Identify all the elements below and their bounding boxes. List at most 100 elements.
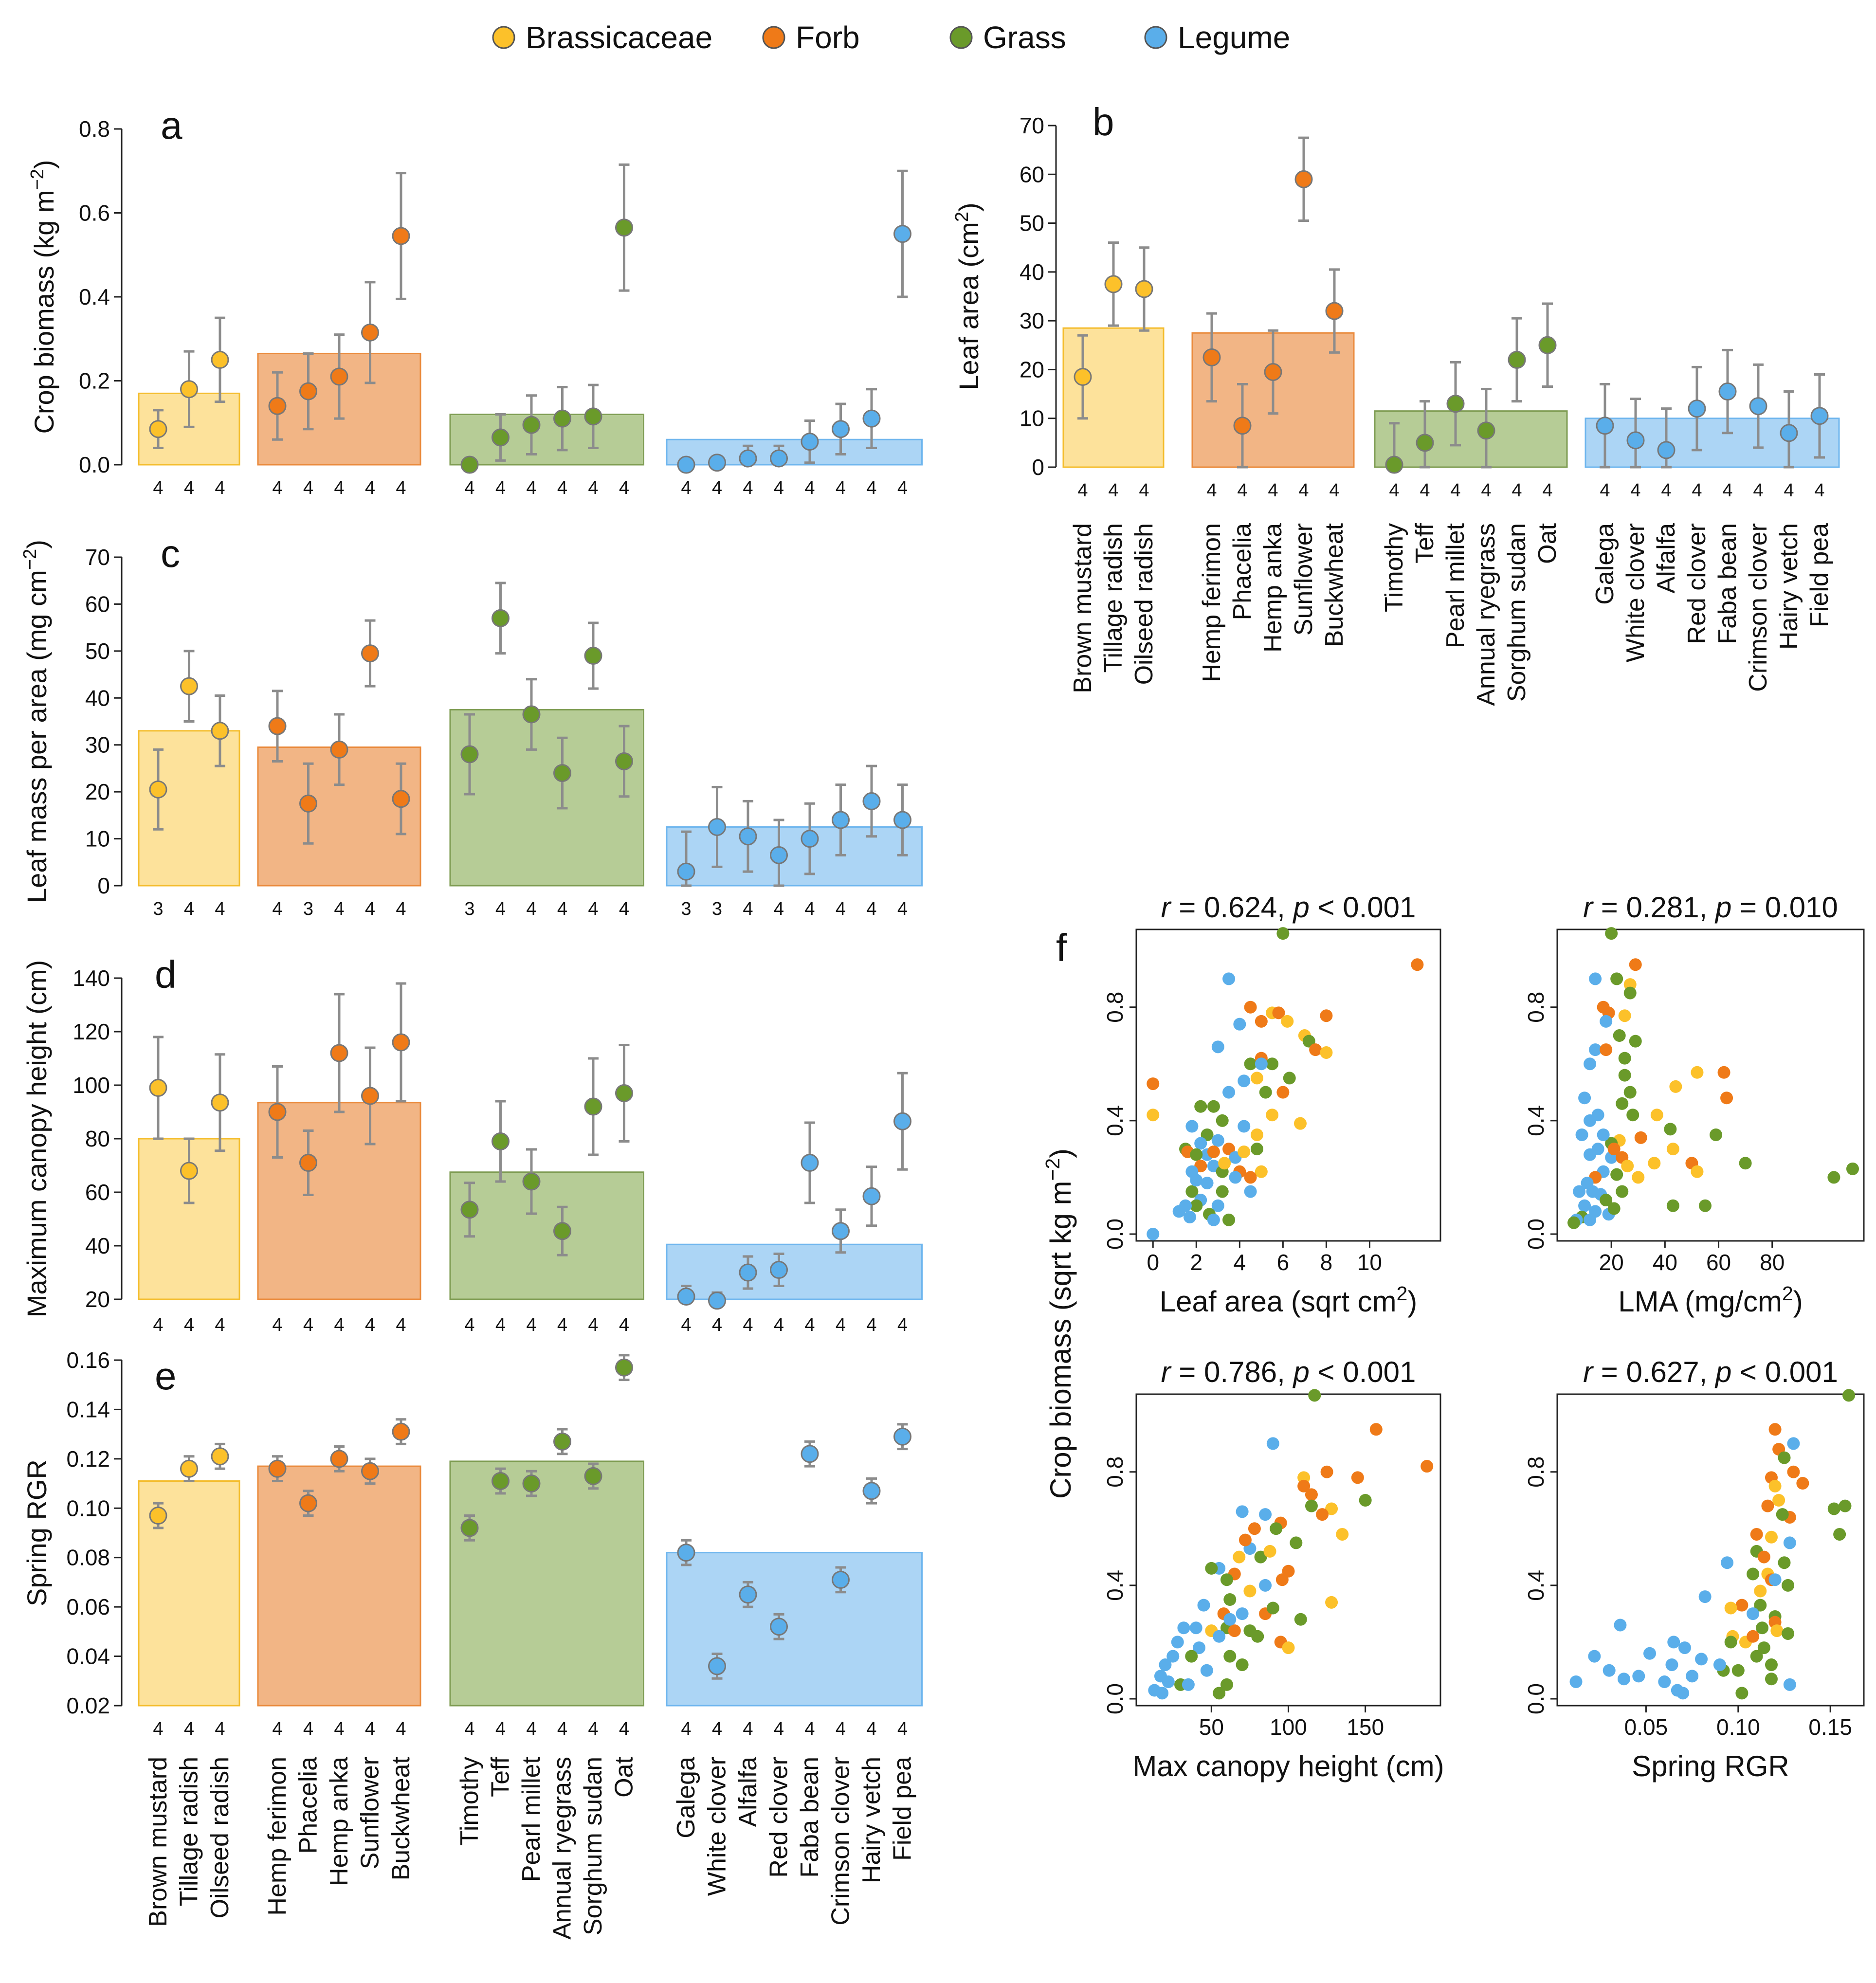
sample-size: 4 — [836, 1719, 846, 1739]
y-tick-label: 10 — [1020, 406, 1044, 431]
subplot-title-part: < 0.001 — [1310, 1356, 1416, 1388]
sample-size: 4 — [897, 899, 908, 919]
data-point — [361, 619, 379, 688]
y-axis-label: Crop biomass (sqrt kg m−2) — [1041, 1148, 1077, 1499]
scatter-point — [1222, 1213, 1236, 1226]
species-label: Alfalfa — [734, 1757, 762, 1827]
scatter-point — [1250, 1143, 1263, 1156]
species-label: Faba bean — [796, 1757, 824, 1878]
data-point — [1294, 136, 1313, 222]
data-point — [801, 1440, 819, 1468]
scatter-point — [1691, 1165, 1704, 1178]
sample-size: 4 — [334, 1719, 344, 1739]
scatter-point — [1756, 1621, 1769, 1635]
sample-size: 4 — [619, 1315, 629, 1335]
data-point — [1074, 334, 1092, 420]
scatter-point — [1621, 1160, 1634, 1173]
plot-frame — [1135, 1393, 1441, 1707]
data-point — [553, 385, 571, 452]
scatter-point — [1255, 1057, 1268, 1071]
scatter-point — [1623, 986, 1637, 1000]
scatter-point — [1207, 1213, 1220, 1226]
data-point — [330, 993, 348, 1113]
data-point — [299, 352, 317, 431]
data-point — [1264, 329, 1282, 415]
data-point — [492, 1100, 510, 1183]
sample-size: 3 — [303, 899, 313, 919]
y-tick-label: 0.14 — [66, 1397, 110, 1422]
data-point — [677, 455, 695, 474]
sample-size: 4 — [866, 1719, 876, 1739]
sample-size: 4 — [836, 478, 846, 498]
panel-e: 0.02 0.04 0.06 0.08 0.10 0.12 0.14 0.16 Spring R… — [21, 1347, 923, 1739]
y-tick-label: 40 — [85, 1233, 110, 1258]
mean-marker — [1718, 382, 1737, 401]
species-label: Galega — [672, 1757, 700, 1838]
subplot-title-part: r — [1583, 1356, 1594, 1388]
scatter-point — [1778, 1556, 1791, 1569]
scatter-point — [1255, 1015, 1268, 1028]
y-tick-label: 70 — [85, 545, 110, 570]
x-axis-label: Max canopy height (cm) — [1132, 1750, 1444, 1783]
sample-size: 4 — [215, 478, 225, 498]
scatter-point — [1270, 1522, 1283, 1535]
data-point — [1626, 398, 1645, 469]
data-point — [832, 1208, 850, 1254]
mean-marker — [832, 1570, 850, 1589]
scatter-point — [1666, 1143, 1679, 1156]
sample-size: 4 — [712, 1719, 722, 1739]
panel-letter: e — [155, 1354, 177, 1398]
plot-frame — [1556, 928, 1865, 1242]
y-tick-label: 0.16 — [66, 1347, 110, 1373]
group-bar-brassicaceae — [1062, 327, 1165, 468]
mean-marker — [893, 811, 911, 829]
sample-size: 4 — [557, 478, 567, 498]
data-point — [211, 1053, 229, 1152]
mean-marker — [1688, 400, 1706, 418]
scatter-point — [1244, 1057, 1257, 1071]
sample-size: 4 — [557, 899, 567, 919]
mean-marker — [708, 818, 726, 836]
sample-size: 4 — [1389, 480, 1399, 501]
scatter-point — [1761, 1499, 1774, 1512]
sample-size: 4 — [866, 1315, 876, 1335]
scatter-point — [1833, 1528, 1846, 1541]
data-point — [1477, 388, 1495, 469]
subplot-title-part: = 0.624, — [1171, 891, 1293, 924]
sample-size: 3 — [681, 899, 691, 919]
scatter-point — [1747, 1630, 1760, 1643]
y-tick-label: 0.10 — [66, 1495, 110, 1521]
scatter-point — [1200, 1664, 1213, 1677]
sample-size: 4 — [396, 899, 406, 919]
mean-marker — [180, 1459, 198, 1478]
data-point — [361, 1046, 379, 1146]
y-tick-label: 20 — [85, 779, 110, 804]
sample-size: 4 — [619, 899, 629, 919]
scatter-point — [1664, 1123, 1677, 1136]
scatter-point — [1584, 1114, 1597, 1127]
scatter-point — [1846, 1162, 1859, 1175]
data-point — [492, 413, 510, 462]
data-point — [149, 1502, 167, 1529]
mean-marker — [1416, 434, 1434, 452]
scatter-point — [1236, 1607, 1249, 1620]
mean-marker — [211, 350, 229, 369]
scatter-point — [1325, 1596, 1338, 1609]
sample-size: 4 — [836, 1315, 846, 1335]
y-tick-label: 0.8 — [79, 116, 110, 142]
mean-marker — [211, 1447, 229, 1466]
scatter-point — [1614, 1619, 1627, 1632]
y-tick-label: 0.4 — [1102, 1105, 1128, 1136]
data-point — [180, 350, 198, 428]
scatter-point — [1827, 1171, 1840, 1184]
scatter-point — [1618, 1009, 1631, 1022]
scatter-point — [1765, 1658, 1778, 1672]
group-bar-brassicaceae — [138, 730, 240, 887]
sample-size: 4 — [1420, 480, 1430, 501]
scatter-point — [1787, 1437, 1800, 1450]
data-point — [268, 371, 287, 441]
sample-size: 4 — [897, 478, 908, 498]
species-label: Buckwheat — [387, 1756, 415, 1880]
